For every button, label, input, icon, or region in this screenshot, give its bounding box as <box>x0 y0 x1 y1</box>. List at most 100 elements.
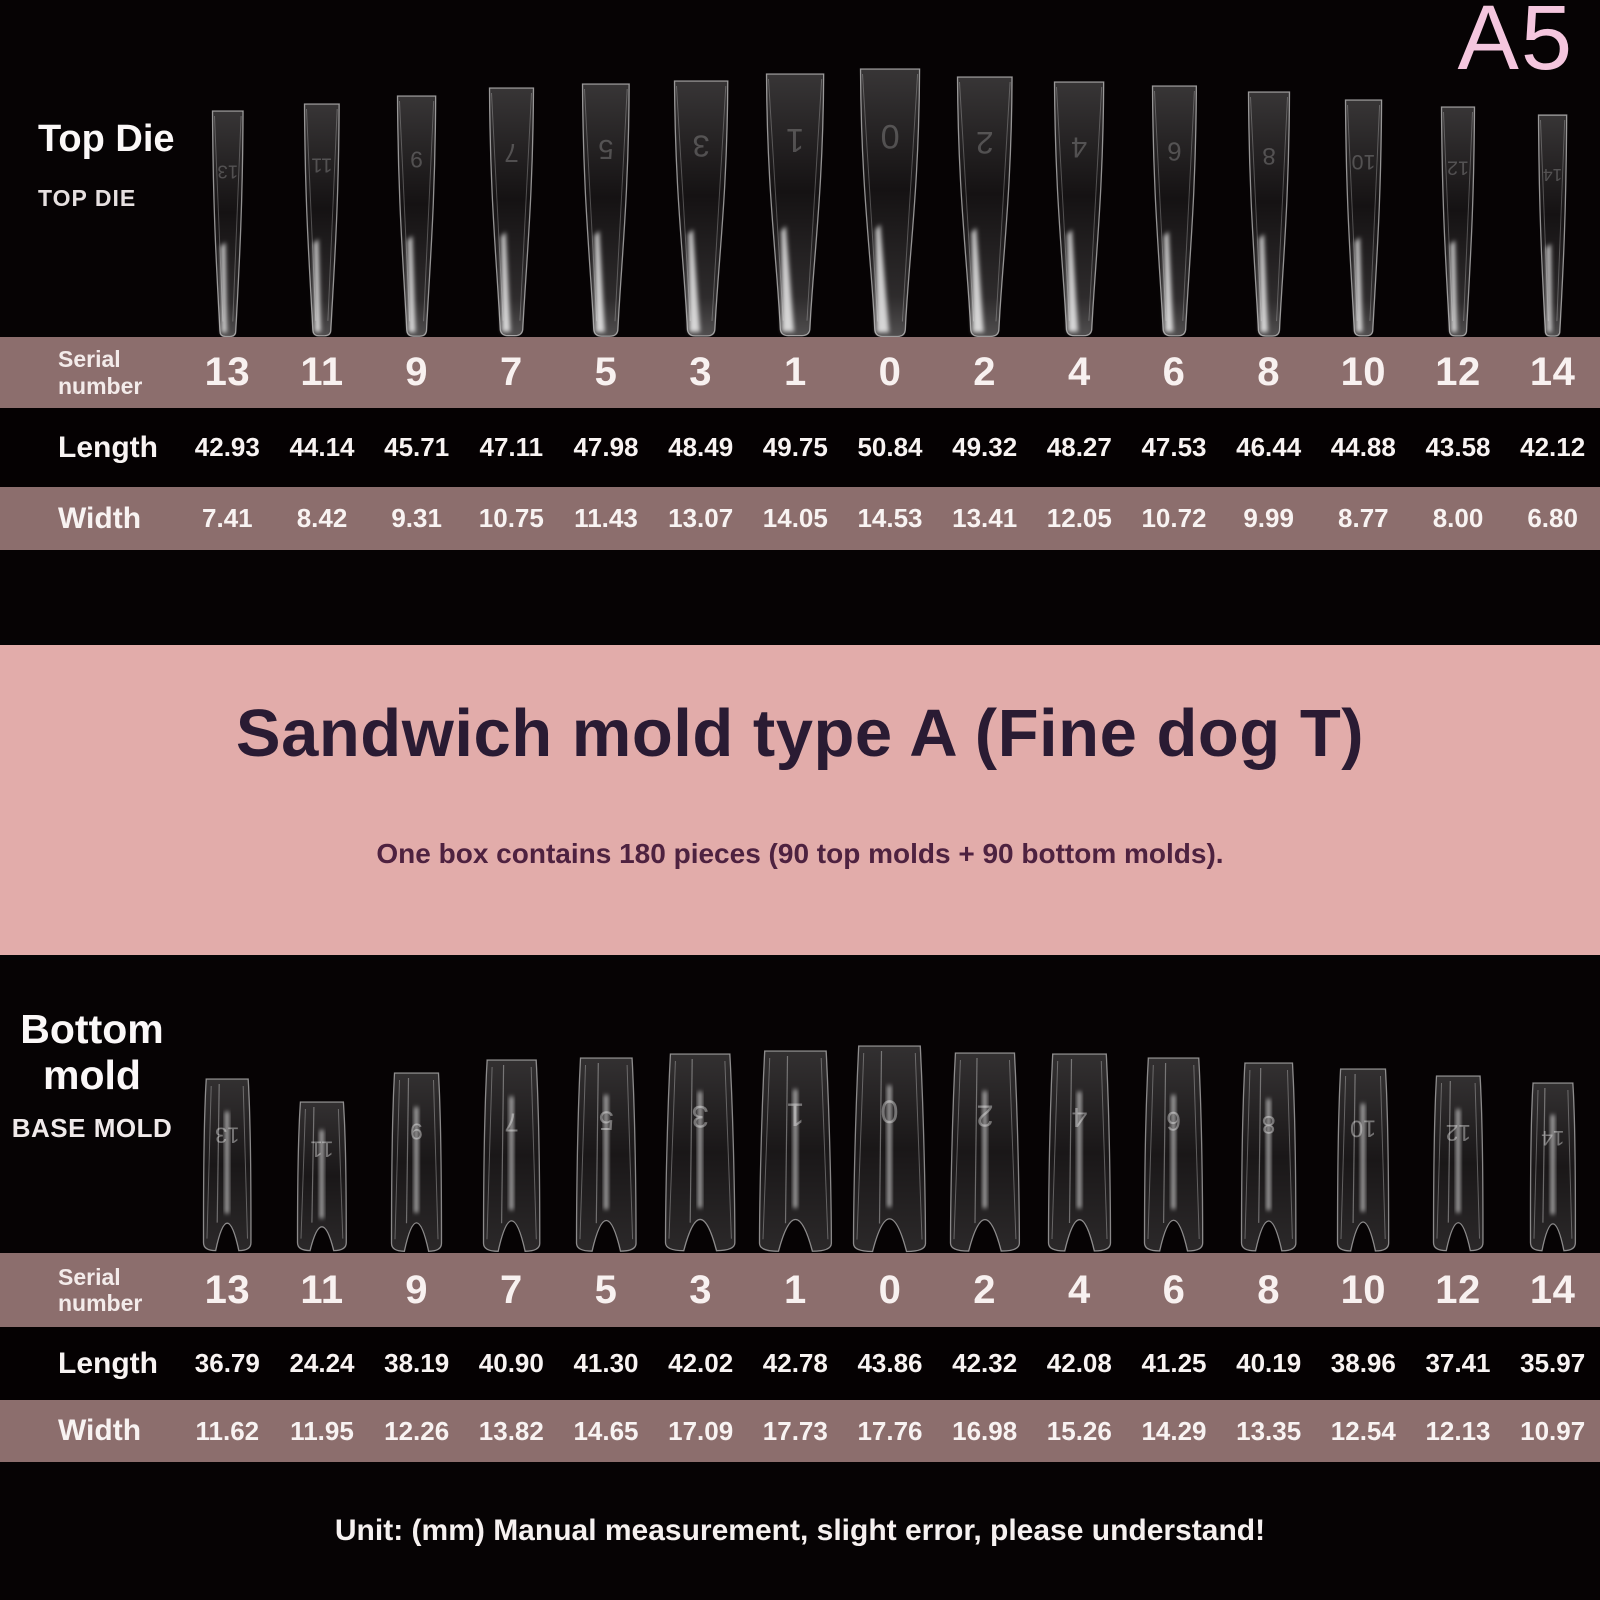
svg-text:4: 4 <box>1071 131 1087 163</box>
bottom-length-row: Length 36.79 24.24 38.19 40.90 41.30 42.02 42.… <box>0 1327 1600 1400</box>
bottom-length-value: 42.08 <box>1046 1348 1112 1378</box>
bottom-length-value: 43.86 <box>857 1348 923 1378</box>
bottom-mold-nail: 7 <box>464 955 559 1277</box>
svg-text:14: 14 <box>1541 1126 1564 1149</box>
top-length-label-text: Length <box>58 430 158 464</box>
top-serial-number: 7 <box>499 350 523 394</box>
bottom-length-value: 35.97 <box>1520 1348 1586 1378</box>
top-length-value: 47.98 <box>573 432 639 462</box>
svg-text:5: 5 <box>598 1105 613 1136</box>
top-die-nail: 14 <box>1505 0 1600 337</box>
bottom-serial-number: 10 <box>1340 1267 1387 1312</box>
bottom-width-value: 17.73 <box>762 1415 828 1446</box>
top-die-nail: 11 <box>275 0 370 337</box>
bottom-width-value: 11.62 <box>195 1415 260 1446</box>
bottom-mold-nail: 0 <box>843 955 938 1277</box>
top-die-label: Top Die TOP DIE <box>0 0 180 337</box>
top-die-nail: 1 <box>748 0 843 337</box>
bottom-mold-label: Bottom mold BASE MOLD <box>0 955 180 1253</box>
top-length-value: 45.71 <box>384 432 450 462</box>
bottom-width-value: 15.26 <box>1046 1415 1112 1446</box>
top-serial-number: 1 <box>783 350 807 394</box>
top-length-value: 47.11 <box>479 432 544 462</box>
bottom-width-row: Width 11.62 11.95 12.26 13.82 14.65 17.09 17.7… <box>0 1400 1600 1462</box>
top-width-value: 8.00 <box>1432 503 1484 533</box>
bottom-serial-number: 4 <box>1067 1267 1091 1312</box>
bottom-width-label-text: Width <box>58 1414 142 1447</box>
top-serial-number: 9 <box>405 350 429 394</box>
bottom-serial-number: 14 <box>1529 1267 1576 1312</box>
top-serial-number: 14 <box>1529 350 1576 394</box>
bottom-mold-nail: 5 <box>559 955 654 1277</box>
top-width-value: 13.07 <box>668 503 734 533</box>
bottom-width-value: 14.65 <box>573 1415 639 1446</box>
top-die-nail: 8 <box>1221 0 1316 337</box>
bottom-width-value: 17.09 <box>668 1415 734 1446</box>
bottom-length-value: 42.32 <box>952 1348 1018 1378</box>
svg-text:8: 8 <box>1262 142 1275 169</box>
svg-text:11: 11 <box>311 154 332 177</box>
bottom-width-value: 11.95 <box>290 1415 354 1446</box>
bottom-length-value: 40.90 <box>478 1348 544 1378</box>
top-width-value: 14.05 <box>762 503 828 533</box>
svg-text:12: 12 <box>1447 157 1469 179</box>
top-die-nail: 2 <box>937 0 1032 337</box>
svg-text:1: 1 <box>786 121 804 158</box>
bottom-serial-number: 9 <box>405 1267 429 1312</box>
svg-text:2: 2 <box>976 1098 993 1133</box>
spacer <box>0 550 1600 645</box>
banner-subtitle: One box contains 180 pieces (90 top mold… <box>376 838 1224 869</box>
svg-text:12: 12 <box>1445 1121 1470 1147</box>
top-serial-number: 0 <box>878 350 902 394</box>
top-width-value: 13.41 <box>952 503 1018 533</box>
bottom-serial-number: 12 <box>1435 1267 1481 1312</box>
bottom-width-value: 12.54 <box>1330 1415 1396 1446</box>
bottom-mold-title: Bottom mold <box>20 1006 164 1098</box>
svg-text:1: 1 <box>786 1096 804 1132</box>
top-serial-number: 12 <box>1435 350 1481 394</box>
top-serial-number: 2 <box>973 350 997 394</box>
top-serial-number: 13 <box>204 350 251 394</box>
top-serial-label-text: Serial number <box>58 346 143 399</box>
svg-text:9: 9 <box>410 146 423 172</box>
top-serial-row: Serial number 13 11 9 7 5 3 1 0 2 4 6 8 10 12 14 <box>0 337 1600 408</box>
top-serial-number: 3 <box>689 350 713 394</box>
bottom-mold-nail: 10 <box>1316 955 1411 1277</box>
bottom-width-value: 14.29 <box>1141 1415 1207 1446</box>
top-length-value: 44.14 <box>289 432 355 462</box>
svg-text:6: 6 <box>1167 137 1181 165</box>
bottom-mold-nail: 4 <box>1032 955 1127 1277</box>
unit-note: Unit: (mm) Manual measurement, slight er… <box>334 1514 1266 1547</box>
bottom-length-value: 38.19 <box>384 1348 450 1378</box>
top-die-photo-strip: Top Die TOP DIE 13 11 9 7 5 3 1 0 2 4 6 8 10 12 14 <box>0 0 1600 337</box>
bottom-serial-number: 2 <box>973 1267 997 1312</box>
top-serial-number: 4 <box>1067 350 1091 394</box>
bottom-mold-nail: 13 <box>180 955 275 1277</box>
svg-text:7: 7 <box>504 1107 518 1135</box>
bottom-serial-number: 5 <box>594 1267 618 1312</box>
bottom-width-value: 17.76 <box>857 1415 923 1446</box>
top-length-value: 47.53 <box>1141 432 1207 462</box>
top-serial-number: 6 <box>1162 350 1186 394</box>
top-length-value: 48.49 <box>668 432 734 462</box>
top-width-value: 11.43 <box>574 503 638 533</box>
svg-text:6: 6 <box>1167 1106 1182 1136</box>
bottom-mold-nail: 3 <box>653 955 748 1277</box>
top-length-value: 42.93 <box>194 432 260 462</box>
bottom-mold-nail: 14 <box>1505 955 1600 1277</box>
top-width-value: 12.05 <box>1046 503 1112 533</box>
banner-title: Sandwich mold type A (Fine dog T) <box>235 696 1365 771</box>
top-width-label: Width <box>0 487 180 550</box>
bottom-mold-nail: 11 <box>275 955 370 1277</box>
top-width-value: 14.53 <box>857 503 923 533</box>
bottom-width-value: 16.98 <box>952 1415 1018 1446</box>
top-die-nail: 3 <box>653 0 748 337</box>
bottom-serial-number: 6 <box>1162 1267 1186 1312</box>
top-length-value: 44.88 <box>1330 432 1396 462</box>
top-serial-number: 5 <box>594 350 618 394</box>
svg-text:4: 4 <box>1071 1102 1087 1134</box>
top-die-nail: 9 <box>369 0 464 337</box>
svg-text:7: 7 <box>504 138 518 166</box>
bottom-length-value: 24.24 <box>289 1348 355 1378</box>
bottom-mold-nail: 1 <box>748 955 843 1277</box>
